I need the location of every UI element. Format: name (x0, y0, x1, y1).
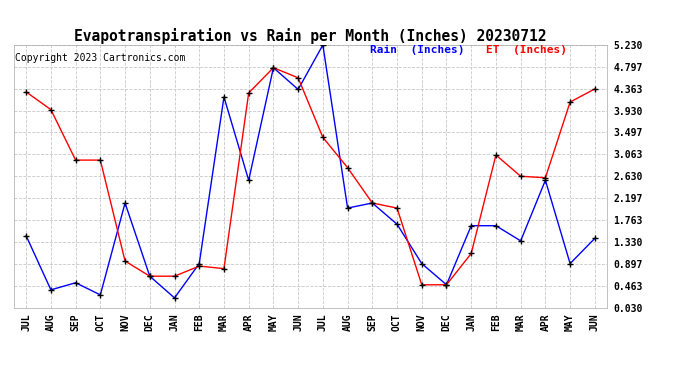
Text: Rain  (Inches): Rain (Inches) (370, 45, 464, 55)
Title: Evapotranspiration vs Rain per Month (Inches) 20230712: Evapotranspiration vs Rain per Month (In… (75, 28, 546, 44)
Text: Copyright 2023 Cartronics.com: Copyright 2023 Cartronics.com (15, 53, 186, 63)
Text: ET  (Inches): ET (Inches) (486, 45, 566, 55)
